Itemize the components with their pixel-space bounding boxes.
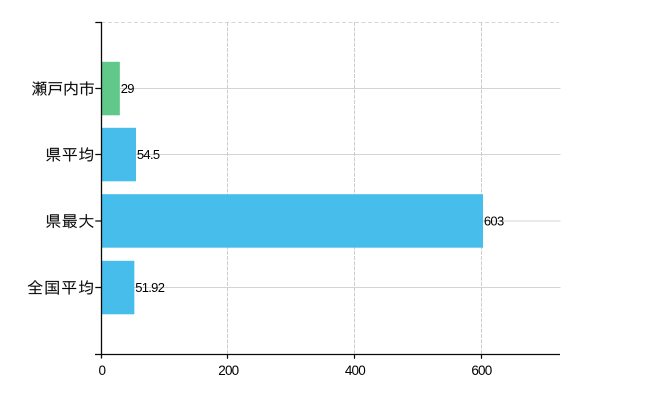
svg-text:51.92: 51.92 [135, 280, 165, 295]
svg-text:600: 600 [471, 363, 491, 378]
svg-text:400: 400 [345, 363, 365, 378]
svg-text:29: 29 [121, 81, 135, 96]
svg-text:0: 0 [98, 363, 105, 378]
svg-text:54.5: 54.5 [137, 147, 160, 162]
svg-text:200: 200 [218, 363, 238, 378]
svg-text:603: 603 [484, 214, 504, 229]
